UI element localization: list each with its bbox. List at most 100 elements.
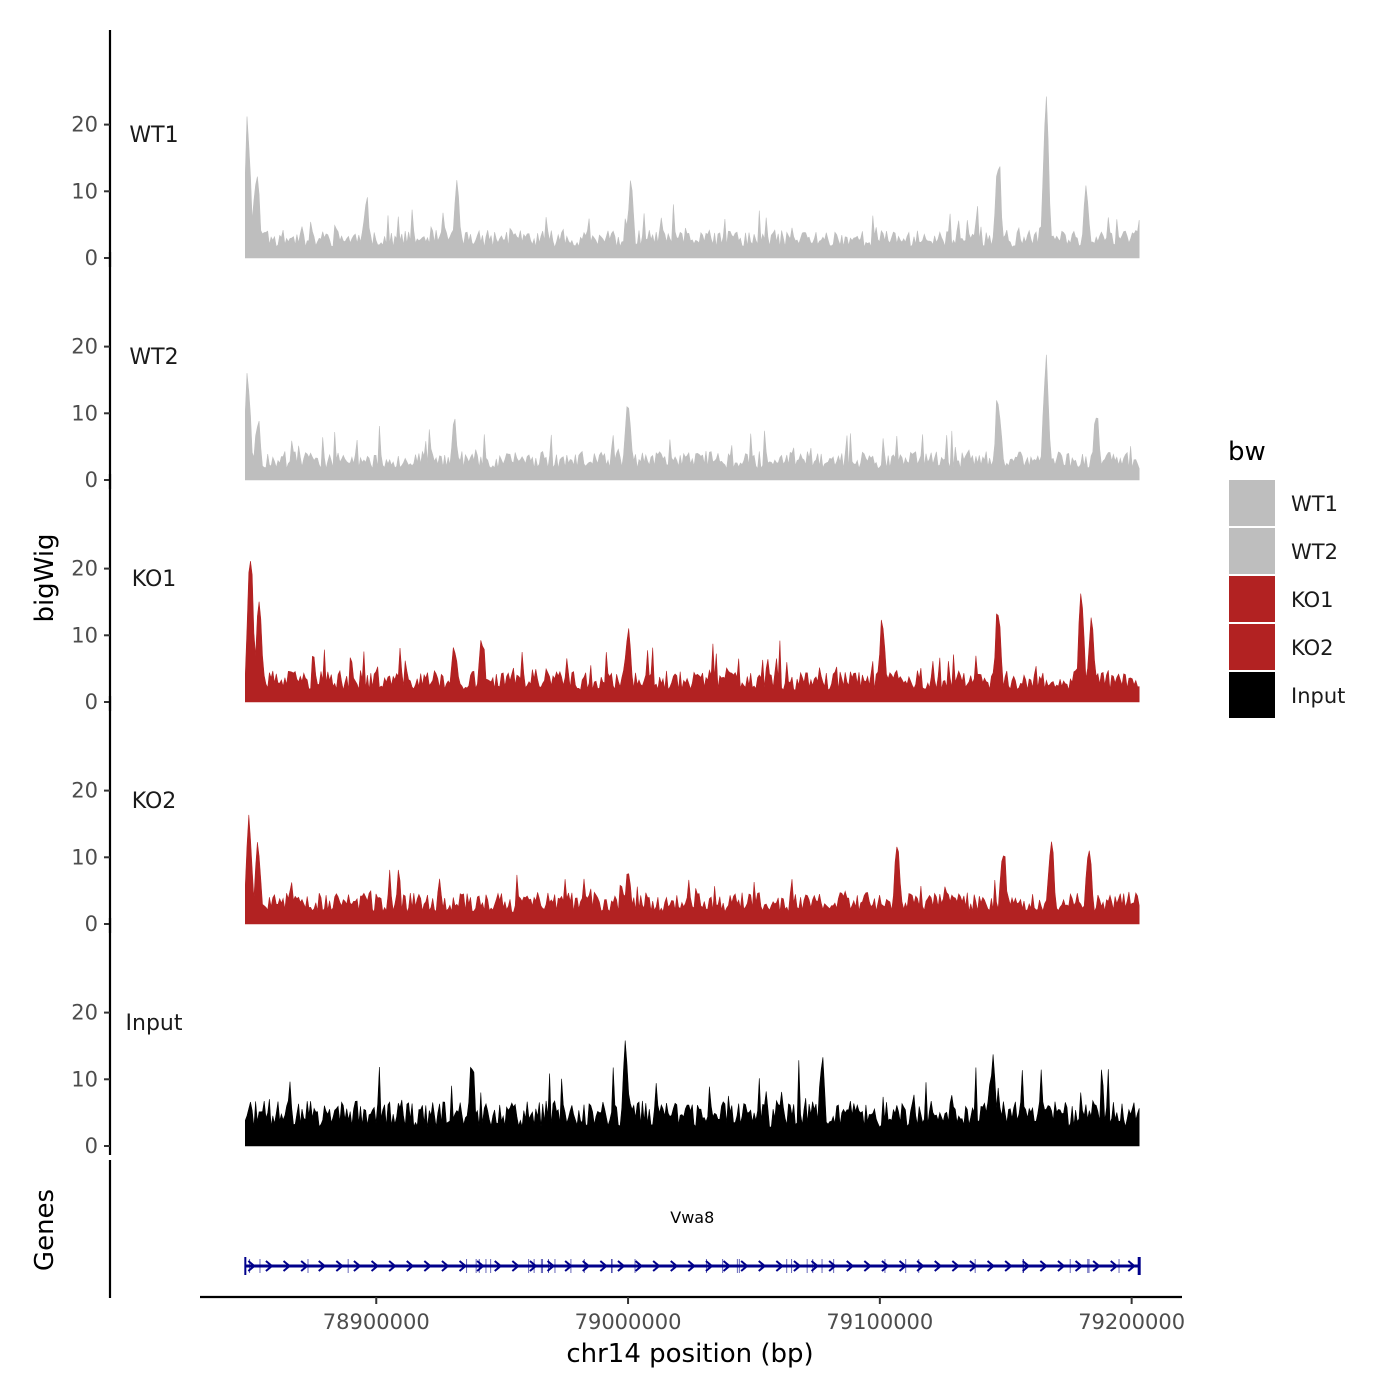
track-label: WT1 — [129, 123, 178, 148]
strand-arrow — [529, 1260, 538, 1272]
strand-arrow — [318, 1260, 327, 1272]
strand-arrow — [247, 1260, 256, 1272]
track-panels: 0 10 20 WT1 0 10 20 WT2 0 10 20 KO1 0 10 20 KO2 0 10 20 Inp… — [71, 30, 1140, 1158]
y-axis-title: bigWig — [30, 533, 60, 622]
signal-area-wt2 — [245, 354, 1140, 481]
x-tick-label: 78900000 — [323, 1310, 430, 1334]
strand-arrow — [1022, 1260, 1031, 1272]
strand-arrow — [564, 1260, 573, 1272]
strand-arrow — [617, 1260, 626, 1272]
signal-area-input — [245, 1040, 1140, 1147]
track-label: KO2 — [132, 789, 177, 814]
strand-arrow — [687, 1260, 696, 1272]
signal-area-ko1 — [245, 561, 1140, 703]
track-panel-ko1: 0 10 20 KO1 — [71, 474, 1140, 714]
track-label: KO1 — [132, 567, 177, 592]
strand-arrow — [282, 1260, 292, 1272]
strand-arrow — [740, 1260, 749, 1272]
track-label: Input — [126, 1011, 183, 1036]
strand-arrow — [423, 1260, 432, 1272]
y-tick-label: 0 — [85, 690, 98, 714]
genes-track-title: Genes — [30, 1189, 60, 1271]
legend-label: WT1 — [1291, 492, 1338, 516]
track-panel-wt2: 0 10 20 WT2 — [71, 252, 1140, 492]
y-tick-label: 20 — [71, 335, 98, 359]
strand-arrow — [300, 1260, 309, 1272]
y-tick-label: 20 — [71, 1001, 98, 1025]
y-tick-label: 10 — [71, 845, 98, 869]
legend-swatch-ko1 — [1229, 576, 1275, 622]
strand-arrow — [775, 1260, 784, 1272]
strand-arrow — [898, 1260, 908, 1272]
legend: bw WT1 WT2 KO1 KO2 Input — [1228, 437, 1345, 718]
gene-label: Vwa8 — [670, 1208, 714, 1227]
strand-arrow — [265, 1260, 274, 1272]
legend-title: bw — [1228, 437, 1266, 467]
strand-arrow — [846, 1260, 855, 1272]
track-label: WT2 — [129, 345, 178, 370]
x-tick-label: 79100000 — [826, 1310, 933, 1334]
signal-area-wt1 — [245, 96, 1140, 259]
strand-arrow — [335, 1260, 344, 1272]
y-tick-label: 20 — [71, 557, 98, 581]
strand-arrow — [951, 1260, 960, 1272]
strand-arrow — [705, 1260, 714, 1272]
strand-arrow — [986, 1260, 996, 1272]
strand-arrow — [934, 1260, 943, 1272]
x-axis: 78900000 79000000 79100000 79200000 — [200, 1295, 1185, 1334]
strand-arrow — [828, 1260, 837, 1272]
strand-arrow — [511, 1260, 520, 1272]
y-tick-label: 10 — [71, 401, 98, 425]
legend-swatch-ko2 — [1229, 624, 1275, 670]
strand-arrow — [670, 1260, 679, 1272]
strand-arrow — [1092, 1260, 1101, 1272]
strand-arrow — [494, 1260, 503, 1272]
gene-track: Vwa8 — [108, 1160, 1141, 1298]
y-tick-label: 10 — [71, 623, 98, 647]
strand-arrow — [441, 1260, 450, 1272]
strand-arrow — [916, 1260, 925, 1272]
strand-arrow — [582, 1260, 591, 1272]
legend-swatch-input — [1229, 672, 1275, 718]
y-tick-label: 0 — [85, 246, 98, 270]
strand-arrow — [863, 1260, 872, 1272]
y-tick-label: 10 — [71, 1067, 98, 1091]
strand-arrow — [546, 1260, 556, 1272]
x-tick-label: 79200000 — [1078, 1310, 1185, 1334]
strand-arrow — [599, 1260, 608, 1272]
legend-swatch-wt2 — [1229, 528, 1275, 574]
strand-arrow — [793, 1260, 802, 1272]
y-tick-label: 20 — [71, 779, 98, 803]
x-axis-title: chr14 position (bp) — [566, 1339, 813, 1369]
strand-arrow — [758, 1260, 767, 1272]
strand-arrow — [634, 1260, 644, 1272]
strand-arrow — [881, 1260, 890, 1272]
strand-arrow — [722, 1260, 732, 1272]
x-tick-label: 79000000 — [575, 1310, 682, 1334]
strand-arrow — [652, 1260, 661, 1272]
strand-arrow — [370, 1260, 380, 1272]
strand-arrow — [458, 1260, 468, 1272]
y-tick-label: 0 — [85, 912, 98, 936]
strand-arrow — [406, 1260, 415, 1272]
strand-arrow — [1110, 1260, 1119, 1272]
strand-arrow — [810, 1260, 820, 1272]
strand-arrow — [1004, 1260, 1013, 1272]
legend-label: WT2 — [1291, 540, 1338, 564]
legend-label: Input — [1291, 684, 1345, 708]
signal-area-ko2 — [245, 814, 1140, 925]
y-tick-label: 0 — [85, 468, 98, 492]
track-panel-wt1: 0 10 20 WT1 — [71, 30, 1140, 270]
track-panel-input: 0 10 20 Input — [71, 918, 1140, 1158]
y-tick-label: 0 — [85, 1134, 98, 1158]
strand-arrow — [476, 1260, 485, 1272]
strand-arrow — [1039, 1260, 1048, 1272]
legend-swatch-wt1 — [1229, 480, 1275, 526]
strand-arrow — [1057, 1260, 1066, 1272]
strand-arrow — [353, 1260, 362, 1272]
strand-arrow — [1127, 1260, 1136, 1272]
y-tick-label: 20 — [71, 113, 98, 137]
legend-label: KO2 — [1291, 636, 1334, 660]
legend-label: KO1 — [1291, 588, 1334, 612]
